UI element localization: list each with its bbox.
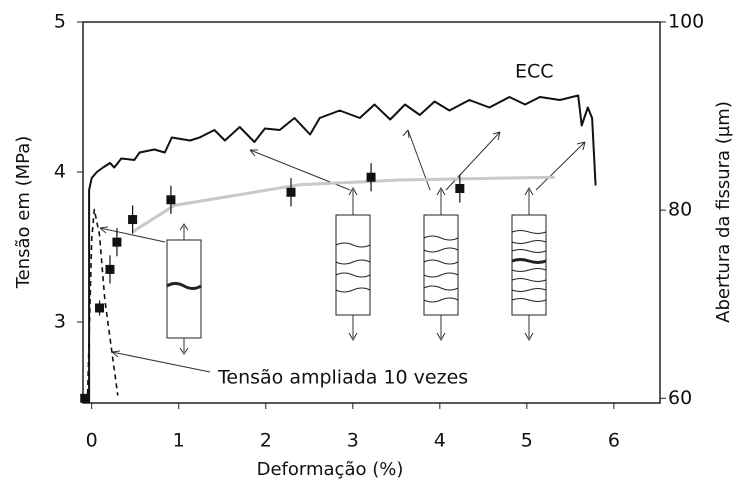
y2-tick-label: 60 [668,387,692,409]
marker [80,394,89,403]
marker [95,303,104,312]
marker [286,188,295,197]
plot-frame [83,22,660,403]
series-label: Tensão ampliada 10 vezes [217,367,468,389]
x-tick-label: 2 [260,430,272,452]
series-label: ECC [515,61,554,83]
y2-tick-label: 100 [668,11,704,33]
x-tick-label: 4 [434,430,446,452]
y2-axis-title: Abertura da fissura (µm) [713,101,734,323]
x-tick-label: 5 [521,430,533,452]
x-tick-label: 1 [173,430,185,452]
y-tick-label: 4 [54,161,66,183]
crack-sketches [167,215,546,338]
y2-tick-label: 80 [668,199,692,221]
y-tick-label: 3 [54,311,66,333]
y-tick-label: 5 [54,11,66,33]
marker [367,173,376,182]
chart: Deformação (%) Tensão em (MPa) Abertura … [0,0,741,489]
x-tick-label: 3 [347,430,359,452]
marker [166,195,175,204]
y-axis-title: Tensão em (MPa) [13,136,34,290]
marker [128,215,137,224]
marker [105,265,114,274]
x-tick-label: 0 [86,430,98,452]
x-axis-title: Deformação (%) [257,459,404,480]
marker [455,184,464,193]
x-tick-label: 6 [608,430,620,452]
marker [112,238,121,247]
